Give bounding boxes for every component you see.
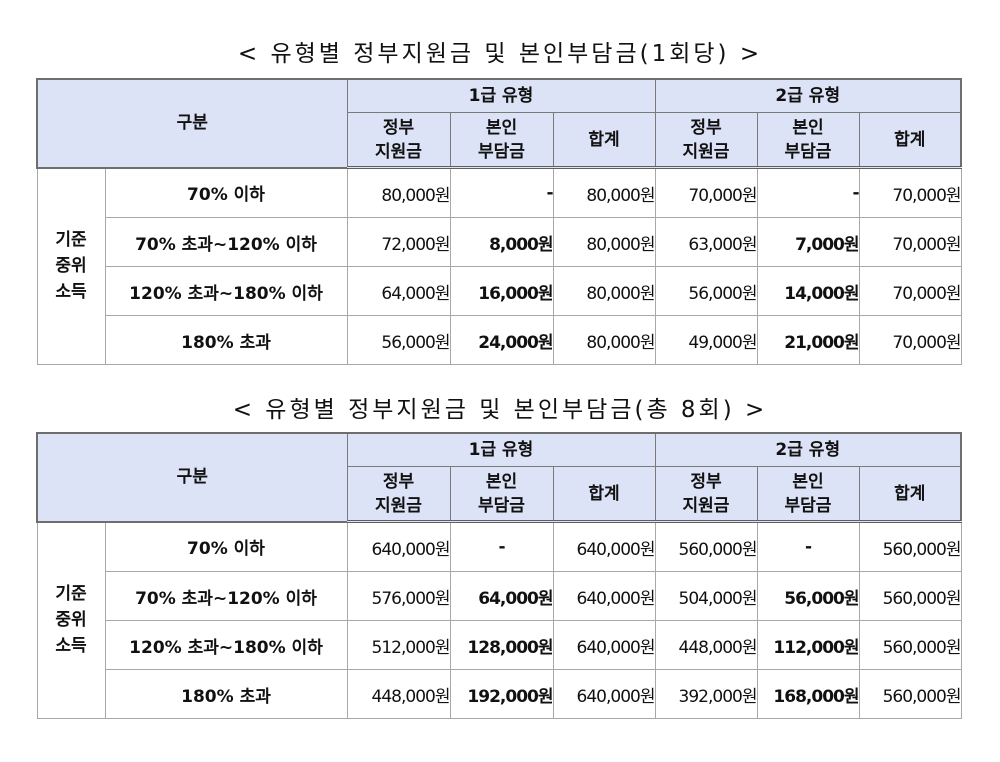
g2-self-value: 21,000원 <box>756 315 860 365</box>
header-g2-gov: 정부 지원금 <box>654 466 758 523</box>
income-range: 120% 초과~180% 이하 <box>104 620 348 670</box>
g1-gov-value: 56,000원 <box>346 315 451 365</box>
g2-self-value: 14,000원 <box>756 266 860 316</box>
g2-total-value: 70,000원 <box>858 167 962 218</box>
g2-total-value: 560,000원 <box>858 571 962 621</box>
header-g2-gov: 정부 지원금 <box>654 112 758 169</box>
g2-total-value: 560,000원 <box>858 521 962 572</box>
g1-self-value: 8,000원 <box>449 217 554 267</box>
g1-total-value: 80,000원 <box>552 217 656 267</box>
g2-self-value: - <box>756 521 860 572</box>
g2-total-value: 70,000원 <box>858 217 962 267</box>
income-range: 70% 초과~120% 이하 <box>104 217 348 267</box>
table-2-title: < 유형별 정부지원금 및 본인부담금(총 8회) > <box>232 397 768 423</box>
g1-self-value: - <box>449 167 554 218</box>
fee-table-total-8-sessions: 구분 1급 유형 2급 유형 정부 지원금 본인 부담금 합계 정부 지원금 본인 부담… <box>36 432 962 719</box>
g1-gov-value: 576,000원 <box>346 571 451 621</box>
g2-self-value: 56,000원 <box>756 571 860 621</box>
g2-gov-value: 70,000원 <box>654 167 758 218</box>
header-grade1: 1급 유형 <box>346 78 656 113</box>
header-g1-gov: 정부 지원금 <box>346 466 451 523</box>
income-range: 70% 이하 <box>104 521 348 572</box>
g2-gov-value: 56,000원 <box>654 266 758 316</box>
g1-total-value: 80,000원 <box>552 315 656 365</box>
income-range: 120% 초과~180% 이하 <box>104 266 348 316</box>
table-row: 70% 초과~120% 이하 72,000원 8,000원 80,000원 63… <box>37 217 962 267</box>
header-grade2: 2급 유형 <box>654 78 962 113</box>
g1-gov-value: 72,000원 <box>346 217 451 267</box>
g1-self-value: 192,000원 <box>449 669 554 719</box>
g1-self-value: 128,000원 <box>449 620 554 670</box>
g1-gov-value: 512,000원 <box>346 620 451 670</box>
g2-total-value: 70,000원 <box>858 315 962 365</box>
header-grade2: 2급 유형 <box>654 432 962 467</box>
g1-total-value: 640,000원 <box>552 521 656 572</box>
header-g2-self: 본인 부담금 <box>756 112 860 169</box>
table-row: 180% 초과 56,000원 24,000원 80,000원 49,000원 … <box>37 315 962 365</box>
g1-gov-value: 448,000원 <box>346 669 451 719</box>
g2-self-value: 168,000원 <box>756 669 860 719</box>
income-range: 180% 초과 <box>104 315 348 365</box>
group-label-median-income: 기준 중위 소득 <box>36 167 106 365</box>
g1-total-value: 80,000원 <box>552 167 656 218</box>
header-g2-total: 합계 <box>858 466 962 523</box>
header-category: 구분 <box>36 432 348 522</box>
header-g2-total: 합계 <box>858 112 962 169</box>
g2-self-value: 112,000원 <box>756 620 860 670</box>
g2-gov-value: 49,000원 <box>654 315 758 365</box>
g2-self-value: 7,000원 <box>756 217 860 267</box>
header-g2-self: 본인 부담금 <box>756 466 860 523</box>
income-range: 70% 초과~120% 이하 <box>104 571 348 621</box>
g1-self-value: - <box>449 521 554 572</box>
g2-total-value: 560,000원 <box>858 669 962 719</box>
header-grade1: 1급 유형 <box>346 432 656 467</box>
header-g1-gov: 정부 지원금 <box>346 112 451 169</box>
table-row: 120% 초과~180% 이하 512,000원 128,000원 640,00… <box>37 620 962 670</box>
table-row: 120% 초과~180% 이하 64,000원 16,000원 80,000원 … <box>37 266 962 316</box>
g2-gov-value: 560,000원 <box>654 521 758 572</box>
header-category: 구분 <box>36 78 348 168</box>
g1-total-value: 80,000원 <box>552 266 656 316</box>
g1-total-value: 640,000원 <box>552 571 656 621</box>
header-g1-self: 본인 부담금 <box>449 466 554 523</box>
g1-total-value: 640,000원 <box>552 669 656 719</box>
g2-gov-value: 504,000원 <box>654 571 758 621</box>
g1-self-value: 24,000원 <box>449 315 554 365</box>
fee-table-per-session: 구분 1급 유형 2급 유형 정부 지원금 본인 부담금 합계 정부 지원금 본인 부담… <box>36 78 962 365</box>
table-row: 70% 초과~120% 이하 576,000원 64,000원 640,000원… <box>37 571 962 621</box>
g1-self-value: 16,000원 <box>449 266 554 316</box>
g2-total-value: 560,000원 <box>858 620 962 670</box>
g2-gov-value: 63,000원 <box>654 217 758 267</box>
g1-gov-value: 64,000원 <box>346 266 451 316</box>
header-g1-total: 합계 <box>552 112 656 169</box>
g2-gov-value: 448,000원 <box>654 620 758 670</box>
table-row: 기준 중위 소득 70% 이하 80,000원 - 80,000원 70,000원 … <box>36 167 962 365</box>
g1-total-value: 640,000원 <box>552 620 656 670</box>
table-row: 기준 중위 소득 70% 이하 640,000원 - 640,000원 560,00… <box>36 521 962 719</box>
g2-total-value: 70,000원 <box>858 266 962 316</box>
g2-gov-value: 392,000원 <box>654 669 758 719</box>
g2-self-value: - <box>756 167 860 218</box>
income-range: 70% 이하 <box>104 167 348 218</box>
table-row: 180% 초과 448,000원 192,000원 640,000원 392,0… <box>37 669 962 719</box>
header-g1-total: 합계 <box>552 466 656 523</box>
group-label-median-income: 기준 중위 소득 <box>36 521 106 719</box>
header-g1-self: 본인 부담금 <box>449 112 554 169</box>
g1-gov-value: 80,000원 <box>346 167 451 218</box>
table-1-title: < 유형별 정부지원금 및 본인부담금(1회당) > <box>237 41 763 67</box>
g1-self-value: 64,000원 <box>449 571 554 621</box>
income-range: 180% 초과 <box>104 669 348 719</box>
g1-gov-value: 640,000원 <box>346 521 451 572</box>
